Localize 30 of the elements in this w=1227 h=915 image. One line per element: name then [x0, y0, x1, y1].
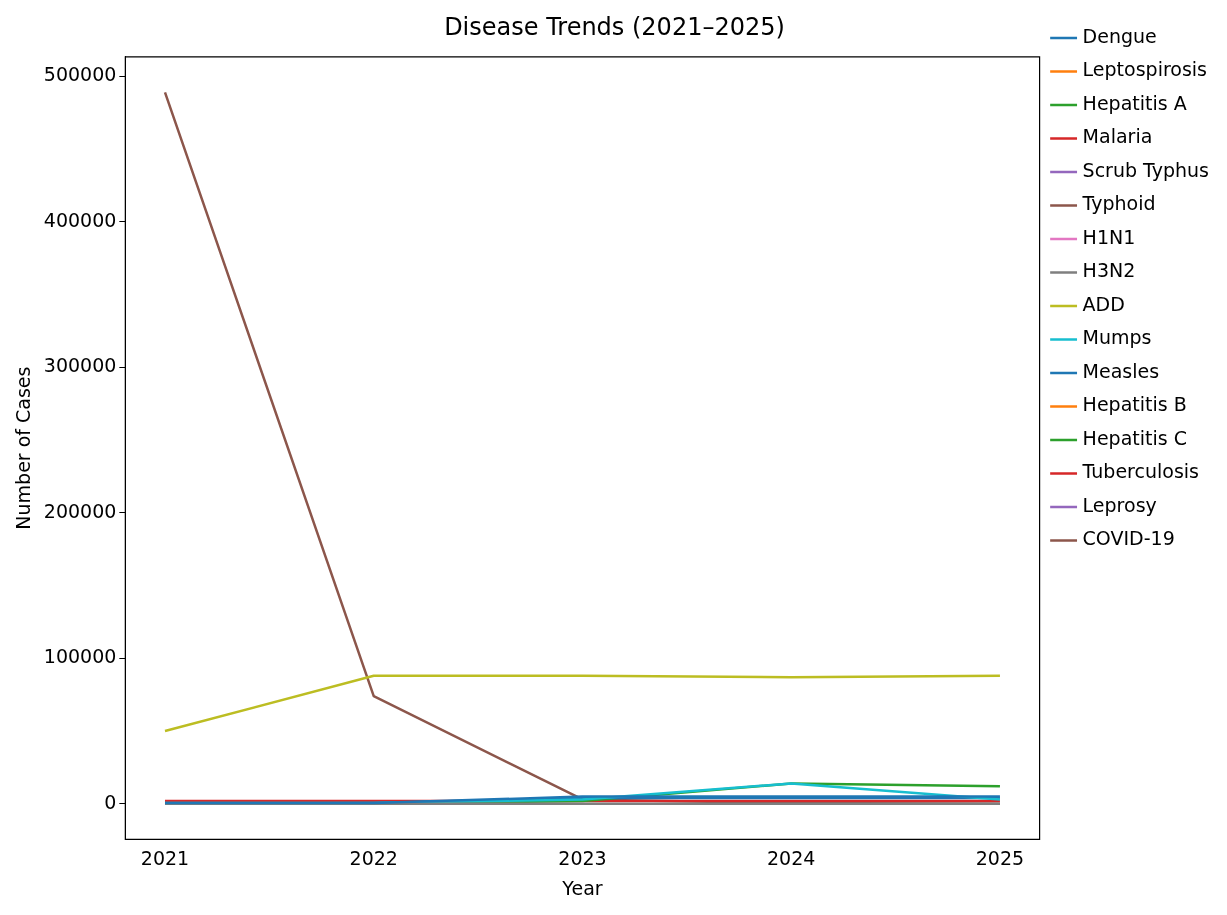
y-tick-label: 100000	[43, 645, 117, 668]
legend-label: Scrub Typhus	[1082, 158, 1210, 181]
chart-title: Disease Trends (2021–2025)	[444, 12, 785, 41]
y-tick-label: 0	[104, 790, 117, 813]
legend-label: Dengue	[1082, 24, 1157, 47]
legend-label: H1N1	[1082, 225, 1136, 248]
y-tick-label: 300000	[43, 354, 117, 377]
x-tick-label: 2023	[558, 846, 607, 869]
legend-label: Typhoid	[1081, 192, 1156, 215]
legend-label: Leptospirosis	[1082, 58, 1208, 81]
x-tick-label: 2021	[140, 846, 190, 869]
legend-label: Tuberculosis	[1081, 460, 1199, 483]
y-tick-label: 400000	[43, 208, 117, 231]
legend-label: Hepatitis B	[1082, 393, 1187, 416]
y-tick-label: 500000	[43, 63, 117, 86]
legend-label: ADD	[1082, 292, 1125, 315]
legend-label: Hepatitis C	[1082, 426, 1187, 449]
legend-label: Measles	[1082, 359, 1160, 382]
legend-label: H3N2	[1082, 259, 1136, 282]
x-axis-title: Year	[561, 876, 603, 899]
y-tick-label: 200000	[43, 499, 117, 522]
x-tick-label: 2022	[349, 846, 398, 869]
legend-label: Leprosy	[1082, 493, 1157, 516]
legend-label: Mumps	[1082, 326, 1152, 349]
legend-label: Malaria	[1082, 125, 1153, 148]
y-axis-title: Number of Cases	[12, 366, 35, 530]
x-tick-label: 2024	[767, 846, 816, 869]
legend-label: Hepatitis A	[1082, 91, 1187, 114]
legend-label: COVID-19	[1082, 527, 1175, 550]
x-tick-label: 2025	[975, 846, 1025, 869]
